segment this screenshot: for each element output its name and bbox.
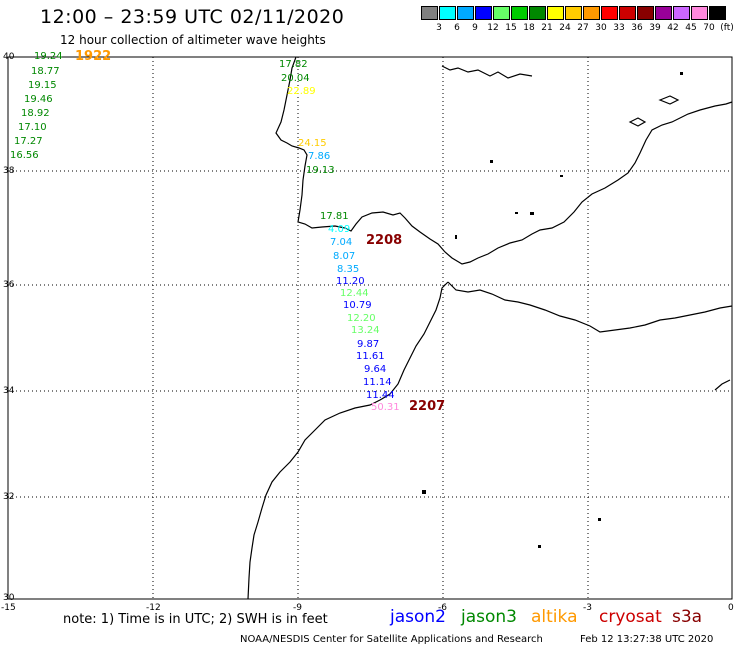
scale-label: 3	[436, 23, 442, 33]
footnote: note: 1) Time is in UTC; 2) SWH is in fe…	[63, 612, 328, 627]
wave-height-label: 12.44	[340, 288, 369, 299]
lon-label: -15	[1, 603, 16, 613]
lat-label: 36	[3, 280, 15, 290]
legend-entry: altika	[531, 607, 578, 627]
wave-height-label: 22.89	[287, 86, 316, 97]
lat-label: 38	[3, 166, 15, 176]
graticule	[8, 57, 732, 599]
wave-height-label: 19.15	[28, 80, 57, 91]
scale-label: 18	[523, 23, 535, 33]
pass-time-tag: 1922	[75, 49, 112, 64]
scale-swatch	[493, 6, 510, 20]
lon-label: -3	[583, 603, 592, 613]
map-frame	[7, 56, 733, 600]
wave-height-label: 12.20	[347, 313, 376, 324]
scale-swatch	[529, 6, 546, 20]
scale-swatch	[709, 6, 726, 20]
scale-swatch	[691, 6, 708, 20]
wave-height-label: 4.09	[328, 224, 351, 235]
scale-label: 24	[559, 23, 571, 33]
timestamp-text: Feb 12 13:27:38 UTC 2020	[580, 634, 714, 645]
wave-height-label: 19.46	[24, 94, 53, 105]
scale-swatch	[457, 6, 474, 20]
wave-height-label: 17.10	[18, 122, 47, 133]
scale-label: 30	[595, 23, 607, 33]
islands	[422, 72, 683, 548]
legend-entry: s3a	[672, 607, 703, 627]
scale-swatch	[475, 6, 492, 20]
wave-height-label: 9.87	[357, 339, 380, 350]
scale-label: 27	[577, 23, 589, 33]
legend-entry: jason2	[390, 607, 446, 627]
wave-height-label: 17.81	[320, 211, 349, 222]
wave-height-label: 9.64	[364, 364, 387, 375]
wave-height-label: 18.92	[21, 108, 50, 119]
scale-label: 6	[454, 23, 460, 33]
scale-swatch	[655, 6, 672, 20]
lon-label: -6	[438, 603, 447, 613]
scale-label: (ft)	[720, 23, 734, 33]
wave-height-label: 11.61	[356, 351, 385, 362]
scale-swatch	[619, 6, 636, 20]
lat-label: 32	[3, 492, 15, 502]
scale-swatch	[637, 6, 654, 20]
legend-entry: jason3	[461, 607, 517, 627]
wave-height-label: 24.15	[298, 138, 327, 149]
wave-height-label: 10.79	[343, 300, 372, 311]
legend-entry: cryosat	[599, 607, 662, 627]
credit-text: NOAA/NESDIS Center for Satellite Applica…	[240, 634, 543, 645]
scale-swatch	[439, 6, 456, 20]
chart-subtitle: 12 hour collection of altimeter wave hei…	[60, 33, 326, 47]
lat-label: 34	[3, 386, 15, 396]
wave-height-label: 11.44	[366, 390, 395, 401]
scale-swatch	[511, 6, 528, 20]
wave-height-label: 11.20	[336, 276, 365, 287]
scale-swatch	[421, 6, 438, 20]
wave-height-label: 50.31	[371, 402, 400, 413]
wave-height-label: 16.56	[10, 150, 39, 161]
scale-label: 15	[505, 23, 517, 33]
lon-label: -9	[293, 603, 302, 613]
wave-height-label: 7.04	[330, 237, 353, 248]
scale-swatch	[547, 6, 564, 20]
coastline	[247, 56, 733, 600]
chart-title: 12:00 – 23:59 UTC 02/11/2020	[40, 6, 345, 28]
wave-height-label: 19.13	[306, 165, 335, 176]
scale-swatch	[583, 6, 600, 20]
scale-label: 33	[613, 23, 625, 33]
wave-height-label: 11.14	[363, 377, 392, 388]
lat-label: 40	[3, 52, 15, 62]
scale-label: 42	[667, 23, 679, 33]
lat-label: 30	[3, 593, 15, 603]
scale-label: 9	[472, 23, 478, 33]
wave-height-label: 7.86	[308, 151, 331, 162]
scale-label: 45	[685, 23, 697, 33]
wave-height-label: 18.77	[31, 66, 60, 77]
wave-height-label: 17.27	[14, 136, 43, 147]
wave-height-label: 13.24	[351, 325, 380, 336]
scale-swatch	[601, 6, 618, 20]
lon-label: -12	[146, 603, 161, 613]
pass-time-tag: 2208	[366, 233, 403, 248]
wave-height-label: 20.04	[281, 73, 310, 84]
scale-label: 39	[649, 23, 661, 33]
scale-swatch	[673, 6, 690, 20]
wave-height-label: 17.82	[279, 59, 308, 70]
scale-label: 21	[541, 23, 553, 33]
scale-label: 70	[703, 23, 715, 33]
wave-height-label: 19.24	[34, 51, 63, 62]
scale-label: 12	[487, 23, 499, 33]
scale-swatch	[565, 6, 582, 20]
wave-height-label: 8.35	[337, 264, 360, 275]
pass-time-tag: 2207	[409, 399, 446, 414]
scale-label: 36	[631, 23, 643, 33]
wave-height-label: 8.07	[333, 251, 356, 262]
lon-label: 0	[728, 603, 734, 613]
